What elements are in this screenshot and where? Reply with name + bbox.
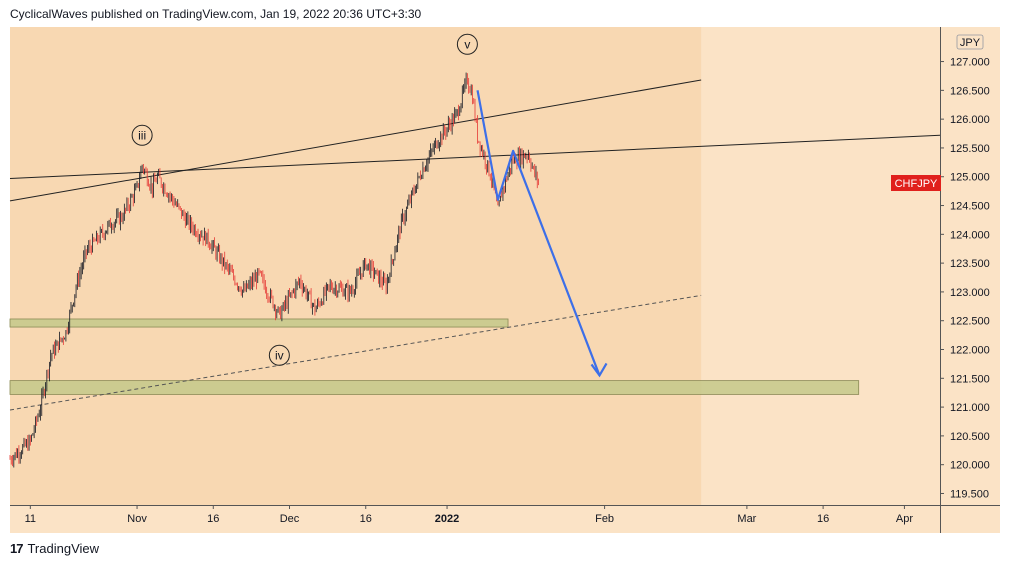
price-tick-label: 123.500	[950, 258, 990, 270]
price-tick-label: 121.500	[950, 373, 990, 385]
channel-shade	[10, 27, 702, 505]
time-tick-label: 11	[25, 513, 36, 525]
wave-labels: iii v iv	[131, 33, 478, 366]
time-tick-label: Apr	[896, 513, 913, 525]
price-axis[interactable]: 127.000 126.500 126.000 125.500 125.000 124.5…	[940, 57, 990, 501]
publish-header: CyclicalWaves published on TradingView.c…	[10, 7, 422, 21]
time-tick-label: Mar	[737, 513, 756, 525]
time-tick-label: 2022	[435, 513, 459, 525]
price-tick-label: 124.500	[950, 201, 990, 213]
forecast-path	[476, 90, 601, 376]
price-tick-label: 122.000	[950, 345, 990, 357]
tradingview-logo-icon: 17	[10, 541, 24, 556]
trendline-1	[9, 134, 941, 179]
currency-label: JPY	[960, 37, 981, 49]
forecast-arrowhead	[590, 362, 608, 378]
time-tick-label: Feb	[595, 513, 614, 525]
wave-label-circle	[131, 124, 153, 146]
currency-label-box: JPY	[956, 34, 984, 50]
wave-label-iv: iv	[268, 344, 290, 366]
support-zone-0	[9, 318, 509, 328]
symbol-label: CHFJPY	[895, 178, 938, 190]
support-zone-1	[9, 380, 860, 395]
wave-label-v: v	[456, 33, 478, 55]
time-tick-label: 16	[207, 513, 219, 525]
trendline-2	[9, 294, 702, 411]
tradingview-brand: TradingView	[27, 541, 100, 556]
price-tick-label: 126.500	[950, 85, 990, 97]
trendlines	[9, 79, 941, 411]
footer[interactable]: 17 TradingView	[10, 541, 99, 556]
price-tick-label: 127.000	[950, 57, 990, 69]
price-tick-label: 121.000	[950, 402, 990, 414]
wave-label-circle	[456, 33, 478, 55]
time-axis[interactable]: 11 Nov 16 Dec 16 2022 Feb Mar 16 Apr	[25, 505, 914, 525]
wave-label-circle	[268, 344, 290, 366]
forecast-projection	[476, 90, 608, 378]
wave-label-text: v	[464, 37, 470, 51]
price-tick-label: 119.500	[950, 488, 989, 500]
time-tick-label: Dec	[280, 513, 300, 525]
symbol-badge[interactable]: CHFJPY	[891, 175, 941, 191]
trendline-0	[9, 79, 702, 202]
time-tick-label: 16	[817, 513, 829, 525]
price-tick-label: 125.500	[950, 143, 990, 155]
price-tick-label: 124.000	[950, 229, 990, 241]
candles	[9, 72, 539, 468]
support-zones	[9, 318, 860, 395]
time-tick-label: 16	[360, 513, 372, 525]
price-tick-label: 123.000	[950, 287, 990, 299]
price-tick-label: 120.000	[950, 460, 990, 472]
wave-label-iii: iii	[131, 124, 153, 146]
price-tick-label: 122.500	[950, 316, 990, 328]
price-tick-label: 125.000	[950, 172, 990, 184]
time-tick-label: Nov	[127, 513, 147, 525]
wave-label-text: iv	[275, 348, 284, 362]
wave-label-text: iii	[138, 128, 146, 142]
price-tick-label: 120.500	[950, 431, 990, 443]
price-tick-label: 126.000	[950, 114, 990, 126]
